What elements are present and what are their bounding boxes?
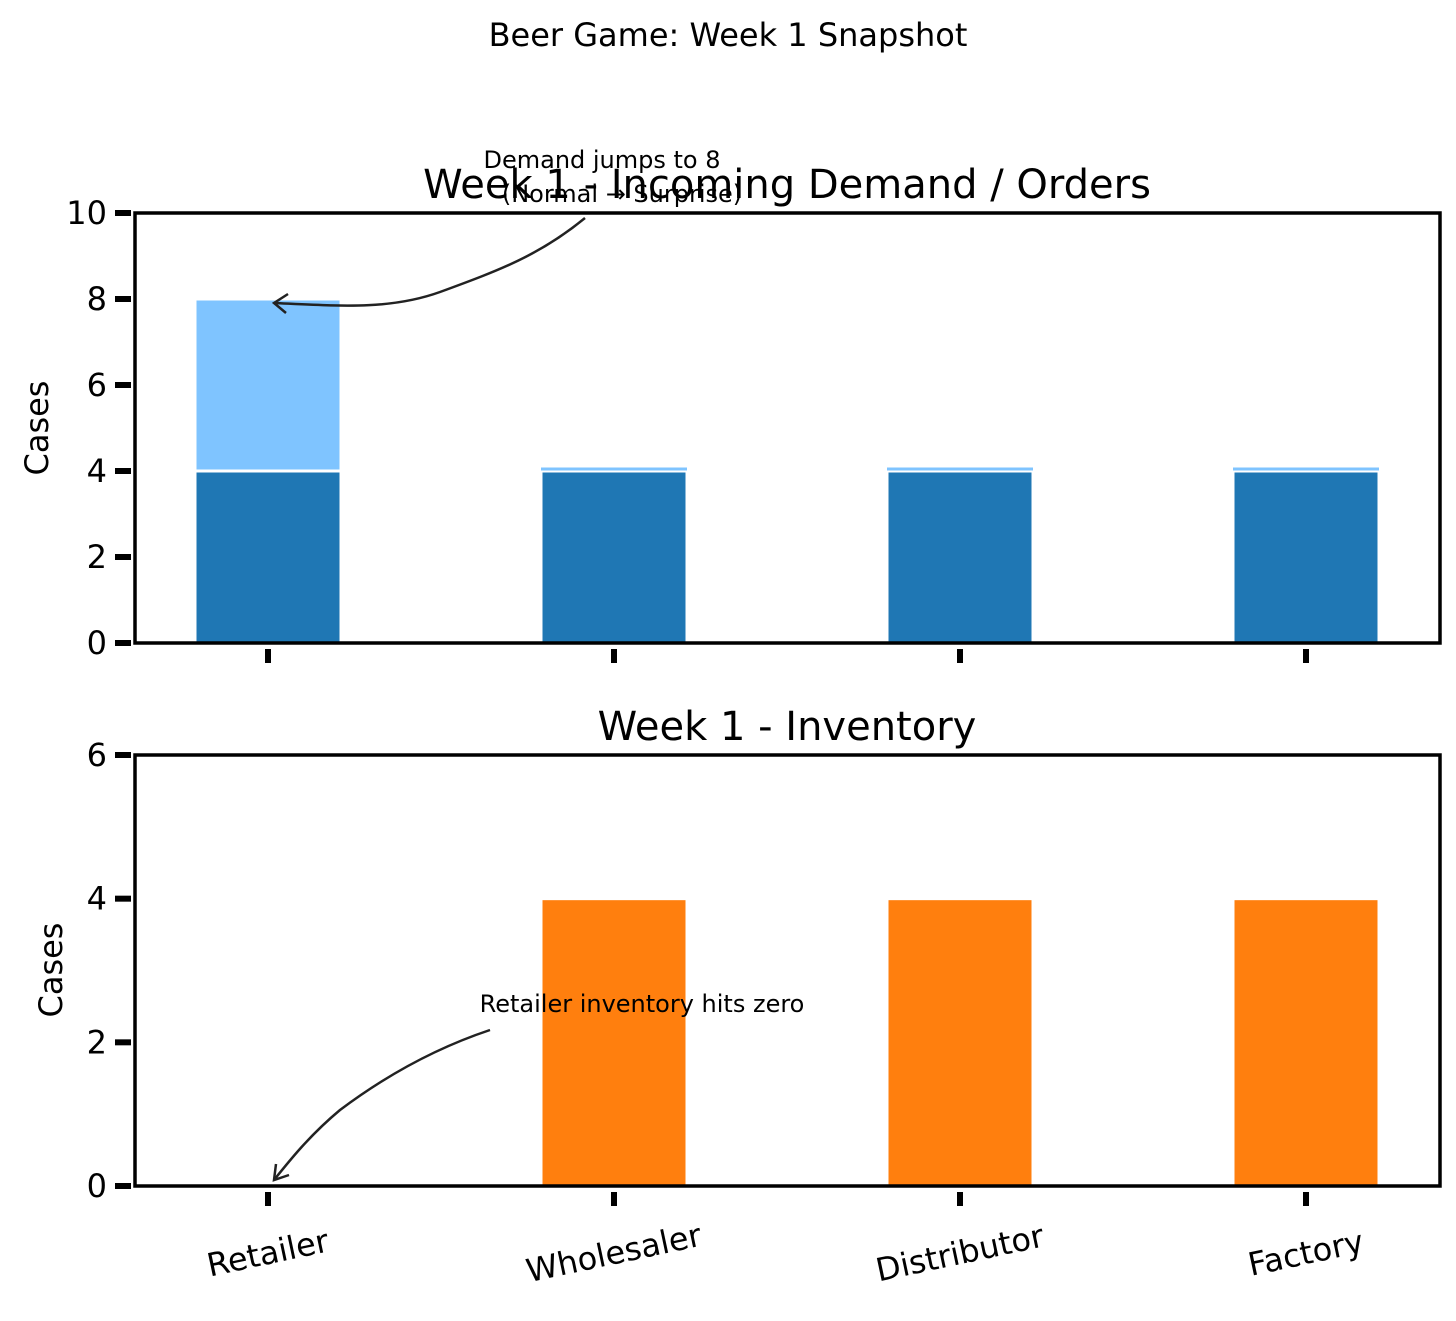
category-label-retailer: Retailer	[204, 1221, 333, 1284]
figure-suptitle: Beer Game: Week 1 Snapshot	[489, 16, 968, 54]
axes-title: Week 1 - Inventory	[598, 704, 977, 750]
y-tick-label: 2	[87, 1023, 107, 1061]
bar-retailer-series-1	[193, 469, 343, 645]
annotation-subtext: (Normal → Surprise)	[502, 180, 742, 208]
bar-wholesaler-series-1	[539, 469, 689, 645]
annotation-text: Retailer inventory hits zero	[480, 990, 805, 1018]
y-tick-label: 6	[87, 366, 107, 404]
bar-distributor-series-1	[885, 469, 1035, 645]
category-label-distributor: Distributor	[872, 1217, 1048, 1290]
axes-frame	[133, 211, 1442, 645]
category-label-wholesaler: Wholesaler	[523, 1216, 706, 1290]
y-tick-label: 2	[87, 538, 107, 576]
demand-orders-axes: 0 2 4 6 8 10 Cases Demand jumps to 8 (Normal → S…	[18, 146, 1442, 663]
bar-factory-series-1	[1231, 469, 1381, 645]
y-axis-label: Cases	[32, 923, 70, 1018]
bar-distributor-inventory	[885, 897, 1035, 1188]
y-tick-label: 4	[87, 452, 107, 490]
bar-wholesaler-inventory	[539, 897, 689, 1188]
axes-title: Week 1 - Incoming Demand / Orders	[423, 162, 1151, 208]
annotation-arrow	[273, 1028, 491, 1181]
y-axis-label: Cases	[18, 381, 56, 476]
y-tick-label: 4	[87, 880, 107, 918]
bar-factory-inventory	[1231, 897, 1381, 1188]
y-tick-label: 10	[66, 194, 107, 232]
annotation-arrow	[273, 217, 586, 307]
bar-retailer-series-2	[193, 297, 343, 473]
category-label-factory: Factory	[1245, 1222, 1367, 1283]
inventory-axes: 0 2 4 6 Retailer Wholesaler Distributor Factory…	[32, 704, 1442, 1290]
annotation-arrowhead	[271, 292, 289, 314]
y-tick-label: 8	[87, 280, 107, 318]
axes-frame	[133, 753, 1442, 1188]
y-tick-label: 0	[87, 624, 107, 662]
annotation-arrowhead	[272, 1163, 290, 1182]
y-tick-label: 6	[87, 736, 107, 774]
y-tick-label: 0	[87, 1167, 107, 1205]
annotation-text: Demand jumps to 8	[483, 146, 720, 174]
